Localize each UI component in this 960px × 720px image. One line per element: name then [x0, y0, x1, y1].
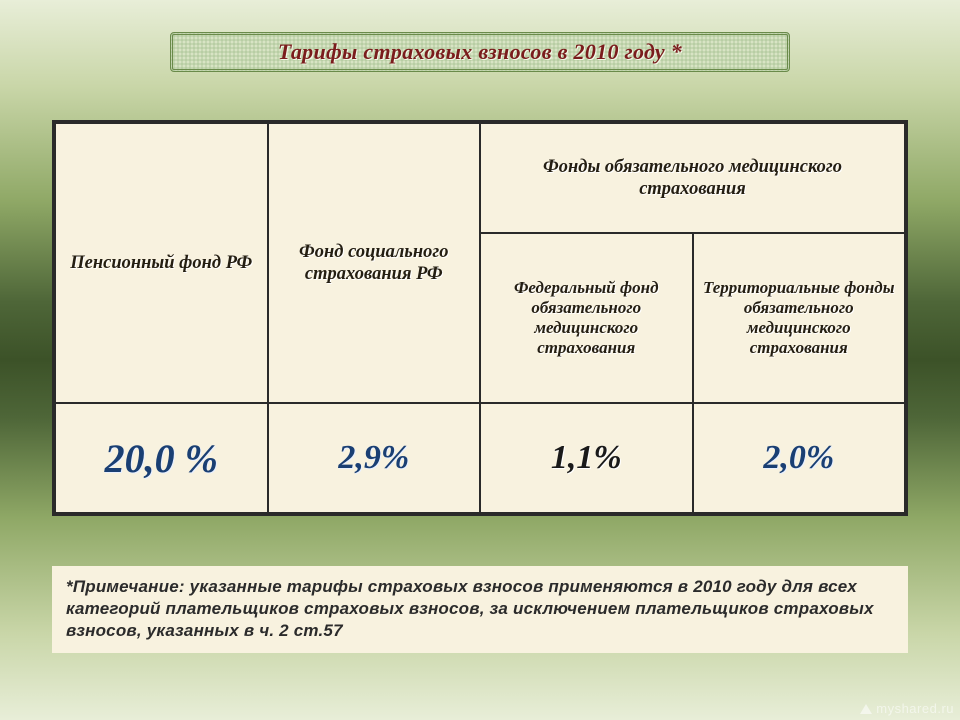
value-social: 2,9% — [268, 403, 481, 513]
slide-title-bar: Тарифы страховых взносов в 2010 году * — [170, 32, 790, 72]
value-federal: 1,1% — [480, 403, 693, 513]
col-header-medical-group: Фонды обязательного медицинского страхов… — [480, 123, 905, 233]
watermark: myshared.ru — [860, 701, 954, 716]
tariffs-table: Пенсионный фонд РФ Фонд социального стра… — [52, 120, 908, 516]
footnote-text: *Примечание: указанные тарифы страховых … — [66, 577, 874, 640]
col-subheader-territorial: Территориальные фонды обязательного меди… — [693, 233, 906, 403]
value-pension: 20,0 % — [55, 403, 268, 513]
slide-title: Тарифы страховых взносов в 2010 году * — [278, 39, 682, 64]
value-territorial: 2,0% — [693, 403, 906, 513]
col-header-social: Фонд социального страхования РФ — [268, 123, 481, 403]
footnote-box: *Примечание: указанные тарифы страховых … — [52, 566, 908, 653]
watermark-text: myshared.ru — [876, 701, 954, 716]
col-header-pension: Пенсионный фонд РФ — [55, 123, 268, 403]
watermark-icon — [860, 704, 872, 714]
col-subheader-federal: Федеральный фонд обязательного медицинск… — [480, 233, 693, 403]
